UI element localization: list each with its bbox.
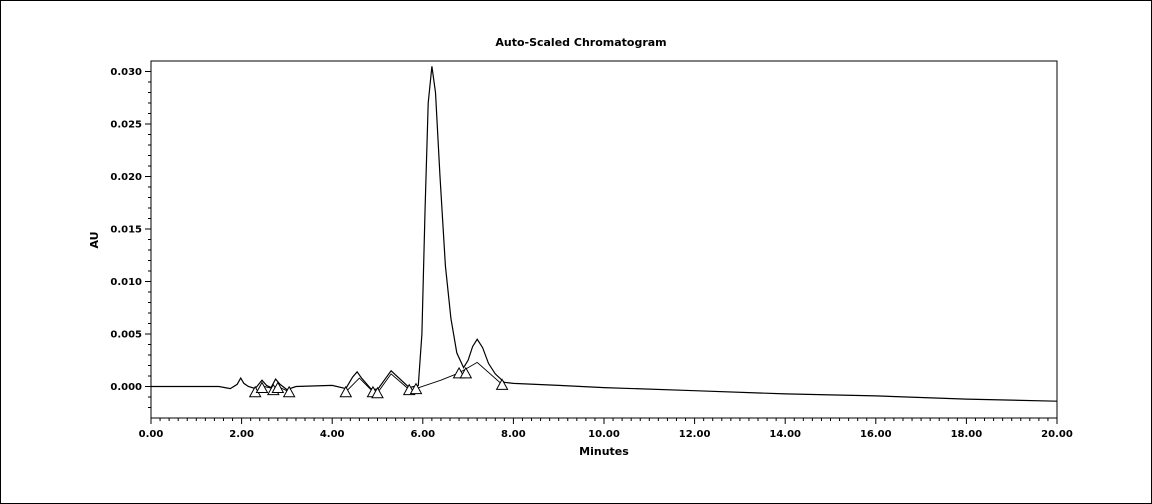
plot-area xyxy=(150,60,1058,419)
peak-marker-triangle xyxy=(339,385,353,398)
x-tick-label: 2.00 xyxy=(229,429,254,440)
y-axis-label: AU xyxy=(88,231,101,248)
x-tick-label: 10.00 xyxy=(588,429,620,440)
y-tick-label: 0.025 xyxy=(110,120,142,131)
chromatogram-trace xyxy=(151,66,1058,402)
x-axis: 0.00 2.00 4.00 6.00 8.00 10.00 12.00 14.00 16.00… xyxy=(139,418,1073,440)
peak-marker-triangle xyxy=(271,381,285,394)
peak-marker-triangle xyxy=(409,382,423,395)
y-tick-label: 0.020 xyxy=(110,172,142,183)
y-tick-label: 0.030 xyxy=(110,67,142,78)
x-tick-label: 12.00 xyxy=(679,429,711,440)
x-tick-label: 8.00 xyxy=(501,429,526,440)
peak-marker-triangle xyxy=(255,381,269,394)
peak-markers xyxy=(248,366,509,399)
chart-title: Auto-Scaled Chromatogram xyxy=(495,36,666,49)
x-tick-label: 14.00 xyxy=(769,429,801,440)
peak-marker-triangle xyxy=(495,378,509,390)
x-tick-label: 0.00 xyxy=(139,429,164,440)
x-tick-label: 6.00 xyxy=(410,429,435,440)
x-tick-label: 16.00 xyxy=(860,429,892,440)
baseline-segment xyxy=(415,372,460,390)
y-tick-label: 0.015 xyxy=(110,225,142,236)
y-axis: 0.000 0.005 0.010 0.015 0.020 0.025 0.030 xyxy=(110,67,151,408)
y-tick-label: 0.005 xyxy=(110,330,142,341)
x-axis-label: Minutes xyxy=(579,445,629,458)
peak-marker-triangle xyxy=(282,385,296,398)
x-tick-label: 20.00 xyxy=(1041,429,1073,440)
x-tick-label: 18.00 xyxy=(951,429,983,440)
y-tick-label: 0.010 xyxy=(110,277,142,288)
baseline-segment xyxy=(377,373,410,394)
peak-marker-triangle xyxy=(459,366,473,379)
x-tick-label: 4.00 xyxy=(320,429,345,440)
baseline-segment xyxy=(345,377,374,393)
peak-marker-triangle xyxy=(371,386,384,399)
y-tick-label: 0.000 xyxy=(110,382,142,393)
